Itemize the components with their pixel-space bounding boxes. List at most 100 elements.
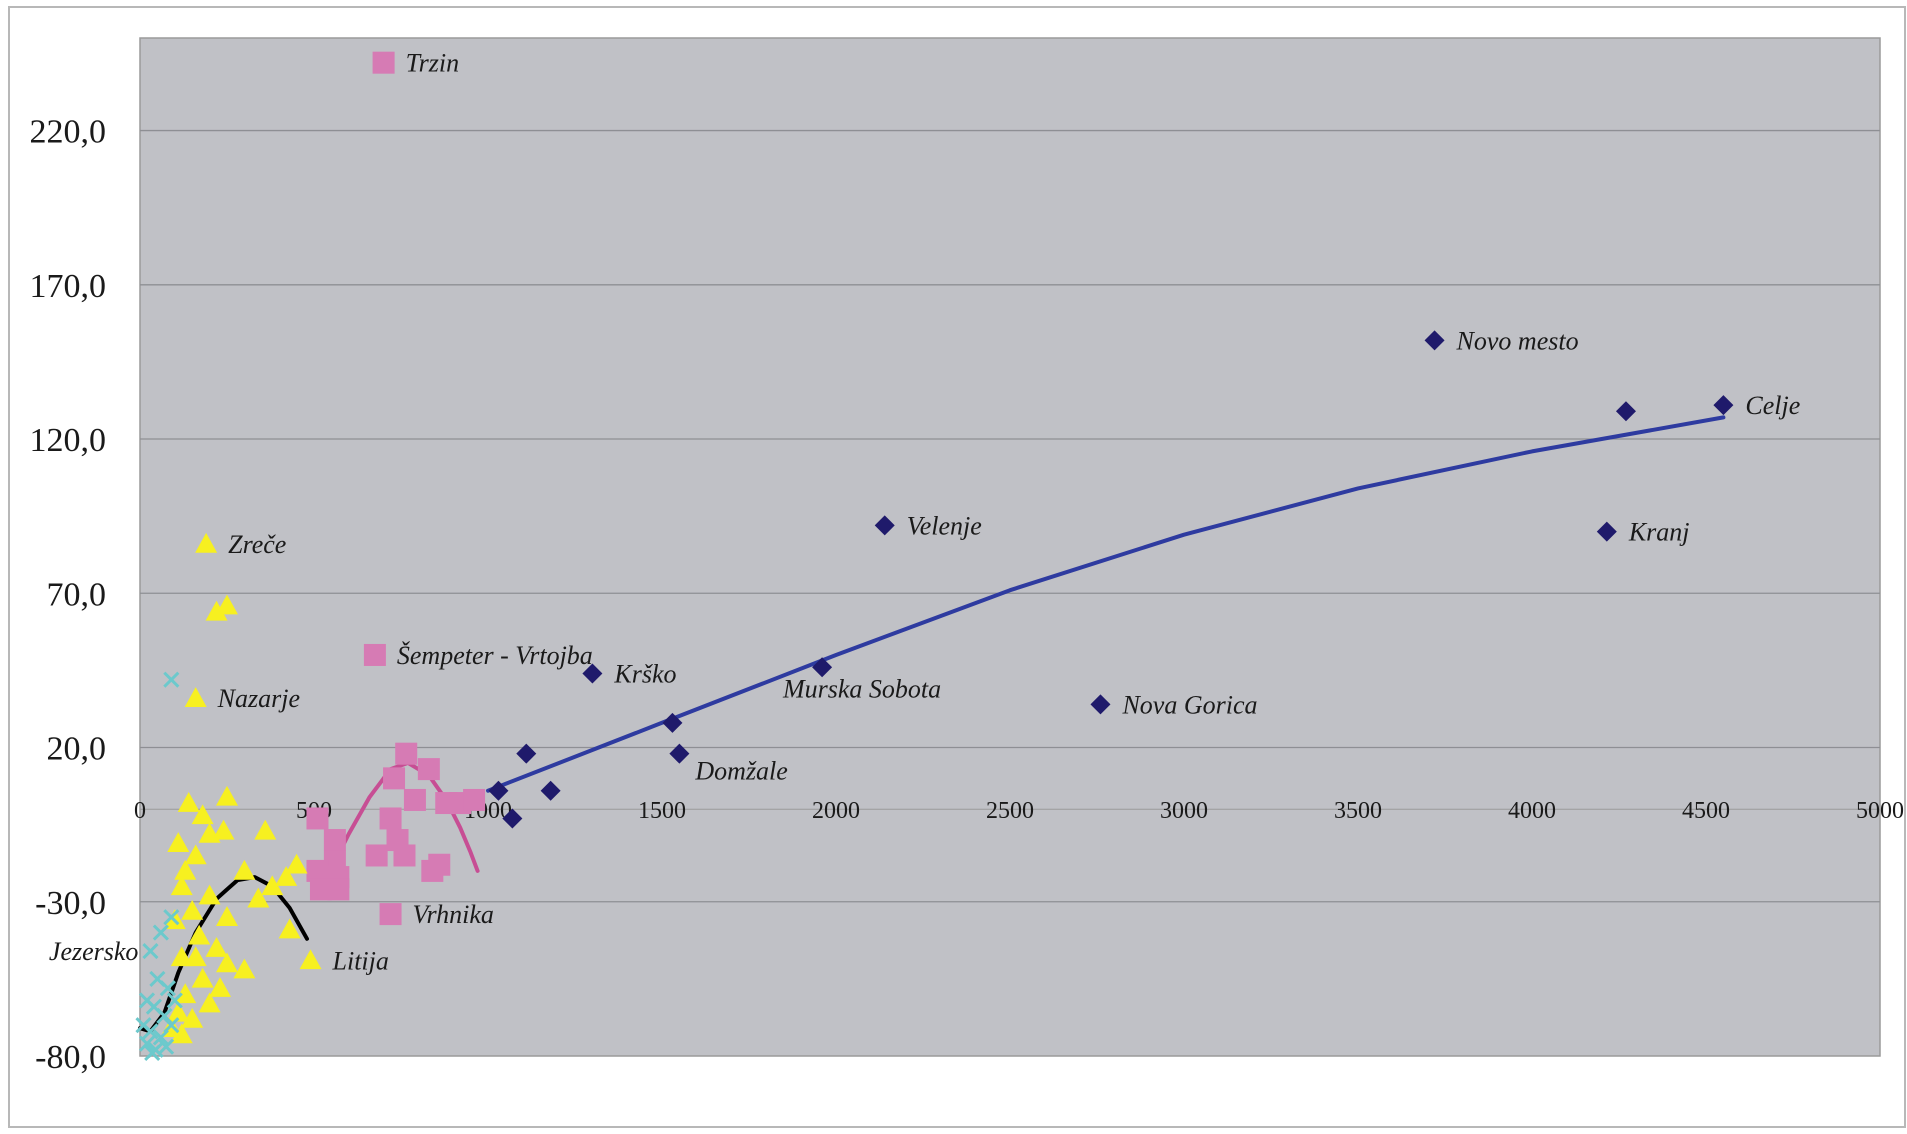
data-point-x bbox=[159, 980, 176, 997]
data-point-triangle bbox=[188, 924, 211, 945]
data-point-diamond bbox=[1615, 401, 1636, 422]
point-label: Kranj bbox=[1628, 518, 1690, 547]
data-point-triangle bbox=[278, 918, 301, 939]
data-point-square bbox=[421, 859, 444, 882]
data-point-diamond bbox=[662, 712, 683, 733]
data-point-triangle bbox=[216, 785, 238, 806]
data-point-triangle bbox=[181, 1007, 204, 1028]
data-point-diamond bbox=[1713, 395, 1734, 416]
y-tick-label: 170,0 bbox=[30, 268, 107, 305]
data-point-diamond bbox=[1090, 694, 1111, 715]
data-point-square bbox=[393, 844, 416, 867]
data-point-triangle bbox=[275, 866, 298, 886]
data-point-triangle bbox=[216, 952, 238, 973]
point-label: Nova Gorica bbox=[1121, 690, 1257, 719]
point-label: Litija bbox=[332, 946, 389, 975]
data-point-triangle bbox=[205, 937, 228, 957]
data-point-triangle bbox=[174, 983, 197, 1004]
data-point-triangle bbox=[184, 844, 207, 865]
plot-area bbox=[139, 37, 1881, 1057]
data-point-triangle bbox=[198, 884, 221, 905]
data-point-square bbox=[306, 807, 329, 830]
gridlines bbox=[140, 129, 1880, 903]
data-point-x bbox=[163, 1017, 180, 1034]
data-point-x bbox=[142, 943, 159, 960]
x-tick-label: 4500 bbox=[1682, 798, 1730, 824]
point-label: Novo mesto bbox=[1456, 326, 1579, 355]
data-point-x bbox=[144, 1044, 161, 1061]
data-point-x bbox=[152, 924, 169, 941]
data-point-square bbox=[395, 742, 418, 765]
data-point-square bbox=[417, 758, 440, 781]
data-point-x bbox=[158, 1038, 175, 1055]
y-tick-label: 220,0 bbox=[30, 114, 107, 151]
data-point-diamond bbox=[874, 515, 895, 536]
x-tick-label: 1500 bbox=[638, 798, 686, 824]
data-point-triangle bbox=[177, 792, 200, 812]
data-point-triangle bbox=[170, 1023, 193, 1044]
data-point-square bbox=[363, 643, 386, 666]
data-point-triangle bbox=[191, 804, 214, 825]
data-point-square bbox=[365, 844, 388, 867]
x-tick-label: 5000 bbox=[1856, 798, 1904, 824]
data-point-triangle bbox=[170, 946, 193, 967]
data-point-triangle bbox=[181, 900, 204, 920]
data-point-triangle bbox=[184, 687, 207, 707]
data-point-triangle bbox=[233, 859, 256, 880]
data-point-triangle bbox=[174, 859, 197, 880]
data-point-x bbox=[163, 909, 180, 926]
y-tick-label: -80,0 bbox=[35, 1039, 106, 1076]
data-point-square bbox=[306, 859, 329, 882]
data-point-square bbox=[403, 788, 426, 811]
data-point-square bbox=[463, 788, 486, 811]
data-point-diamond bbox=[516, 743, 537, 764]
data-point-triangle bbox=[167, 1001, 190, 1022]
data-point-triangle bbox=[191, 967, 214, 988]
data-point-diamond bbox=[582, 663, 603, 684]
data-point-square bbox=[379, 807, 402, 830]
data-point-square bbox=[383, 767, 406, 790]
y-tick-label: -30,0 bbox=[35, 885, 106, 922]
point-label: Velenje bbox=[907, 511, 982, 540]
point-label: Krško bbox=[613, 659, 676, 688]
data-point-triangle bbox=[254, 819, 277, 840]
data-point-triangle bbox=[216, 906, 238, 926]
point-label: Domžale bbox=[694, 757, 787, 786]
data-point-triangle bbox=[198, 992, 221, 1013]
data-point-triangle bbox=[209, 977, 232, 997]
data-point-triangle bbox=[184, 946, 207, 967]
point-label: Jezersko bbox=[49, 937, 139, 966]
point-label: Nazarje bbox=[217, 684, 300, 713]
data-point-x bbox=[163, 671, 180, 688]
data-point-x bbox=[156, 1007, 173, 1024]
data-point-diamond bbox=[812, 657, 833, 678]
data-point-square bbox=[323, 829, 346, 852]
y-tick-label: 20,0 bbox=[47, 731, 107, 768]
x-tick-label: 3500 bbox=[1334, 798, 1382, 824]
data-point-diamond bbox=[1596, 521, 1617, 542]
data-point-triangle bbox=[212, 819, 235, 840]
point-label: Vrhnika bbox=[413, 900, 494, 929]
data-point-triangle bbox=[285, 853, 308, 874]
y-tick-label: 70,0 bbox=[47, 576, 107, 613]
data-point-triangle bbox=[299, 949, 322, 970]
data-point-diamond bbox=[488, 780, 509, 801]
point-label: Murska Sobota bbox=[782, 674, 941, 703]
point-label: Celje bbox=[1745, 391, 1800, 420]
data-point-triangle bbox=[170, 875, 193, 896]
data-point-square bbox=[327, 878, 350, 901]
data-point-diamond bbox=[1424, 330, 1445, 351]
data-point-x bbox=[138, 1035, 156, 1052]
x-tick-label: 4000 bbox=[1508, 798, 1556, 824]
point-label: Trzin bbox=[406, 49, 460, 78]
data-point-diamond bbox=[540, 780, 561, 801]
data-point-x bbox=[166, 992, 183, 1009]
data-point-square bbox=[309, 878, 332, 901]
data-point-diamond bbox=[502, 808, 523, 829]
data-points bbox=[135, 51, 1734, 1061]
data-point-triangle bbox=[247, 887, 270, 908]
point-labels: Novo mesto Celje Velenje Kranj Krško Murska S… bbox=[49, 49, 1800, 976]
data-point-triangle bbox=[233, 958, 256, 979]
